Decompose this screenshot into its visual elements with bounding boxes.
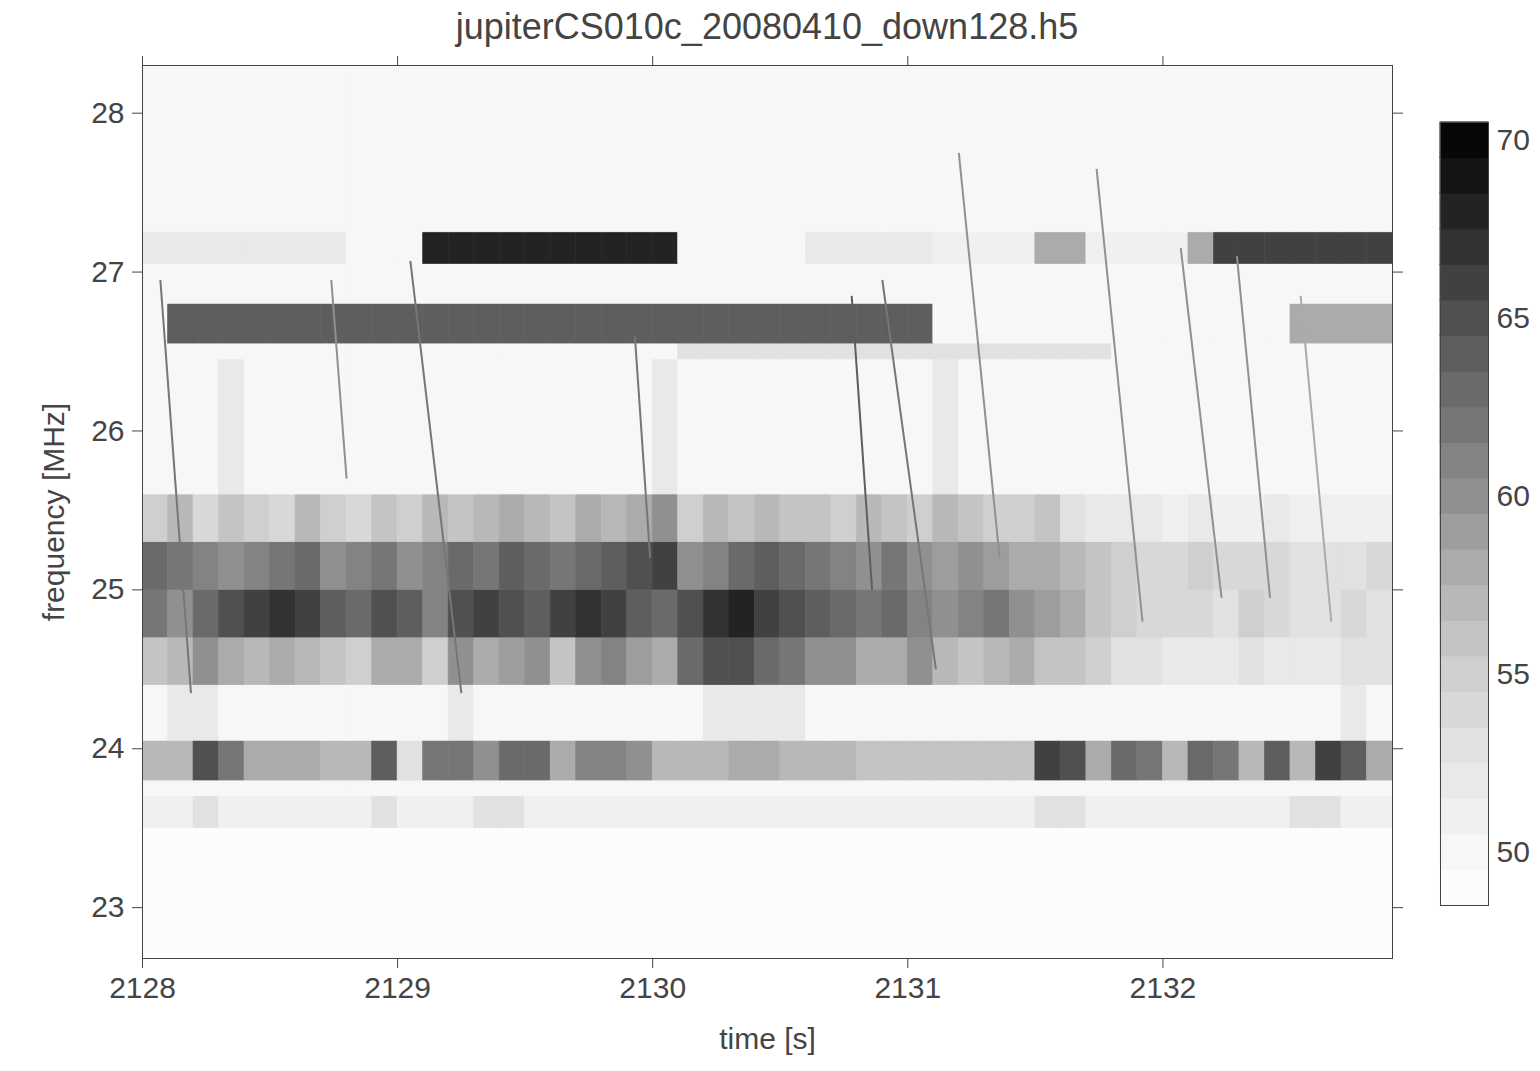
- svg-text:2131: 2131: [874, 971, 941, 1004]
- svg-text:28: 28: [91, 96, 124, 129]
- svg-text:24: 24: [91, 731, 124, 764]
- svg-text:27: 27: [91, 255, 124, 288]
- svg-text:2129: 2129: [364, 971, 431, 1004]
- svg-text:time [s]: time [s]: [719, 1022, 816, 1055]
- svg-text:26: 26: [91, 414, 124, 447]
- svg-text:55: 55: [1497, 657, 1530, 690]
- svg-text:2128: 2128: [109, 971, 176, 1004]
- svg-text:65: 65: [1497, 301, 1530, 334]
- svg-text:25: 25: [91, 572, 124, 605]
- svg-text:2130: 2130: [619, 971, 686, 1004]
- svg-text:50: 50: [1497, 835, 1530, 868]
- html-text:jupiterCS010c_20080410_down128: jupiterCS010c_20080410_down128.h5: [455, 6, 1079, 47]
- svg-text:2132: 2132: [1130, 971, 1197, 1004]
- svg-text:60: 60: [1497, 479, 1530, 512]
- svg-text:23: 23: [91, 890, 124, 923]
- svg-text:frequency [MHz]: frequency [MHz]: [37, 403, 70, 621]
- svg-text:70: 70: [1497, 123, 1530, 156]
